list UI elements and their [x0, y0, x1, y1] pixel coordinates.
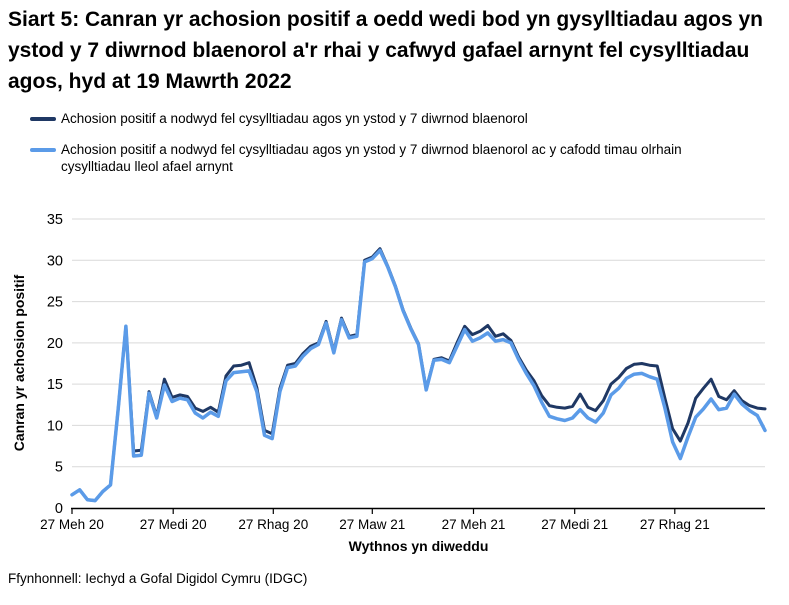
x-axis: [71, 507, 765, 514]
x-tick-label: 27 Meh 21: [442, 517, 506, 532]
y-tick-label-25: 25: [47, 295, 63, 311]
y-tick-label-0: 0: [55, 501, 63, 517]
legend-entry-series1: Achosion positif a nodwyd fel cysylltiad…: [30, 110, 760, 128]
y-tick-label-15: 15: [47, 377, 63, 393]
x-tick-label: 27 Maw 21: [339, 517, 405, 532]
y-tick-labels: 0 5 10 15 20 25 30 35: [47, 212, 63, 517]
y-axis-title: Canran yr achosion positif: [11, 274, 27, 452]
legend: Achosion positif a nodwyd fel cysylltiad…: [30, 110, 760, 189]
series2-label: Achosion positif a nodwyd fel cysylltiad…: [61, 141, 682, 175]
x-tick-labels: 27 Meh 20 27 Medi 20 27 Rhag 20 27 Maw 21 27…: [40, 517, 710, 532]
x-tick-label: 27 Medi 20: [140, 517, 207, 532]
x-axis-title: Wythnos yn diweddu: [348, 538, 489, 554]
series2-line-swatch: [30, 147, 56, 152]
gridlines: [72, 218, 765, 468]
y-tick-label-20: 20: [47, 336, 63, 352]
y-tick-label-5: 5: [55, 460, 63, 476]
series1-label: Achosion positif a nodwyd fel cysylltiad…: [61, 111, 528, 126]
y-tick-label-30: 30: [47, 253, 63, 269]
source-note: Ffynhonnell: Iechyd a Gofal Digidol Cymr…: [8, 571, 308, 586]
legend-entry-series2: Achosion positif a nodwyd fel cysylltiad…: [30, 141, 760, 176]
y-tick-label-10: 10: [47, 418, 63, 434]
series1-line-swatch: [30, 117, 56, 121]
series1-line: [70, 247, 767, 503]
series2-line: [70, 248, 767, 503]
chart-title: Siart 5: Canran yr achosion positif a oe…: [8, 8, 763, 93]
x-tick-label: 27 Rhag 20: [238, 517, 308, 532]
x-tick-label: 27 Meh 20: [40, 517, 104, 532]
x-tick-label: 27 Medi 21: [541, 517, 608, 532]
y-tick-label-35: 35: [47, 212, 63, 228]
x-tick-label: 27 Rhag 21: [640, 517, 710, 532]
